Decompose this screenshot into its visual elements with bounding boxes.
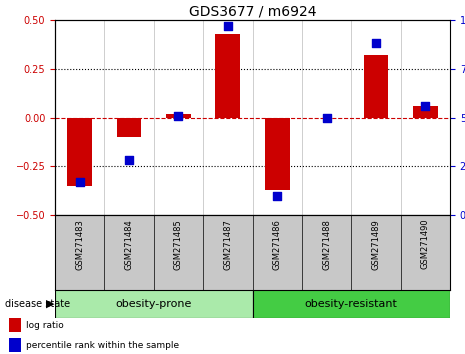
Text: obesity-prone: obesity-prone — [116, 299, 192, 309]
Text: obesity-resistant: obesity-resistant — [305, 299, 398, 309]
Bar — [67, 118, 92, 186]
Point — [273, 193, 281, 198]
Bar — [9, 318, 21, 332]
Point — [372, 41, 379, 46]
Text: GSM271485: GSM271485 — [174, 219, 183, 269]
Text: GSM271488: GSM271488 — [322, 219, 331, 270]
Text: GSM271483: GSM271483 — [75, 219, 84, 270]
Text: percentile rank within the sample: percentile rank within the sample — [26, 341, 179, 350]
Text: GSM271490: GSM271490 — [421, 219, 430, 269]
Text: GSM271489: GSM271489 — [372, 219, 380, 269]
Point — [126, 158, 133, 163]
Bar — [413, 106, 438, 118]
Text: ▶: ▶ — [46, 299, 54, 309]
Point — [323, 115, 330, 120]
Bar — [117, 118, 141, 137]
Bar — [166, 114, 191, 118]
Bar — [9, 338, 21, 352]
Text: disease state: disease state — [5, 299, 70, 309]
Text: GSM271486: GSM271486 — [272, 219, 282, 270]
Text: log ratio: log ratio — [26, 321, 63, 330]
Bar — [252, 290, 450, 318]
Text: GSM271484: GSM271484 — [125, 219, 133, 269]
Bar — [364, 55, 388, 118]
Point — [224, 23, 232, 29]
Bar — [215, 34, 240, 118]
Bar — [265, 118, 290, 190]
Bar — [55, 290, 252, 318]
Text: GSM271487: GSM271487 — [223, 219, 232, 270]
Point — [76, 179, 83, 185]
Point — [175, 113, 182, 118]
Title: GDS3677 / m6924: GDS3677 / m6924 — [189, 5, 316, 19]
Point — [422, 103, 429, 109]
